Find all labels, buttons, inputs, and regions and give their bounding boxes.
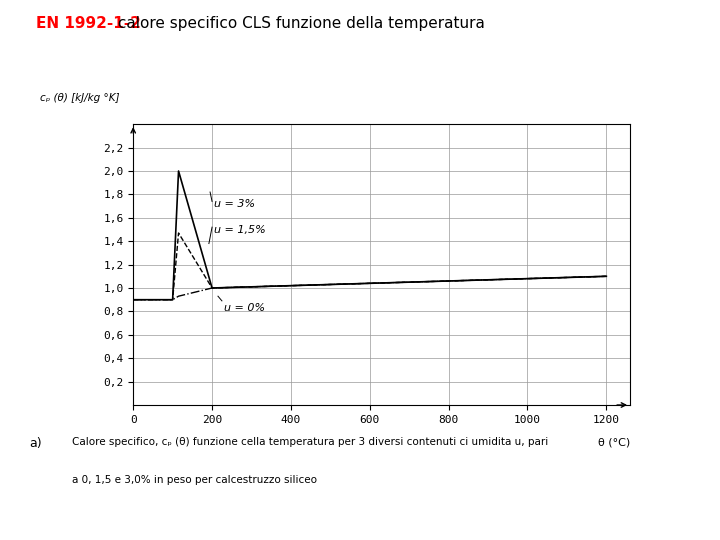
Text: calore specifico CLS funzione della temperatura: calore specifico CLS funzione della temp… (113, 16, 485, 31)
Text: cₚ (θ) [kJ/kg °K]: cₚ (θ) [kJ/kg °K] (40, 92, 119, 103)
Text: u = 0%: u = 0% (224, 303, 265, 313)
Text: a): a) (29, 437, 42, 450)
Text: u = 3%: u = 3% (214, 199, 255, 209)
Text: a 0, 1,5 e 3,0% in peso per calcestruzzo siliceo: a 0, 1,5 e 3,0% in peso per calcestruzzo… (72, 475, 317, 485)
Text: Calore specifico, cₚ (θ) funzione cella temperatura per 3 diversi contenuti ci u: Calore specifico, cₚ (θ) funzione cella … (72, 437, 548, 448)
Text: θ (°C): θ (°C) (598, 438, 630, 448)
Text: u = 1,5%: u = 1,5% (214, 225, 266, 234)
Text: EN 1992-1-2: EN 1992-1-2 (36, 16, 141, 31)
